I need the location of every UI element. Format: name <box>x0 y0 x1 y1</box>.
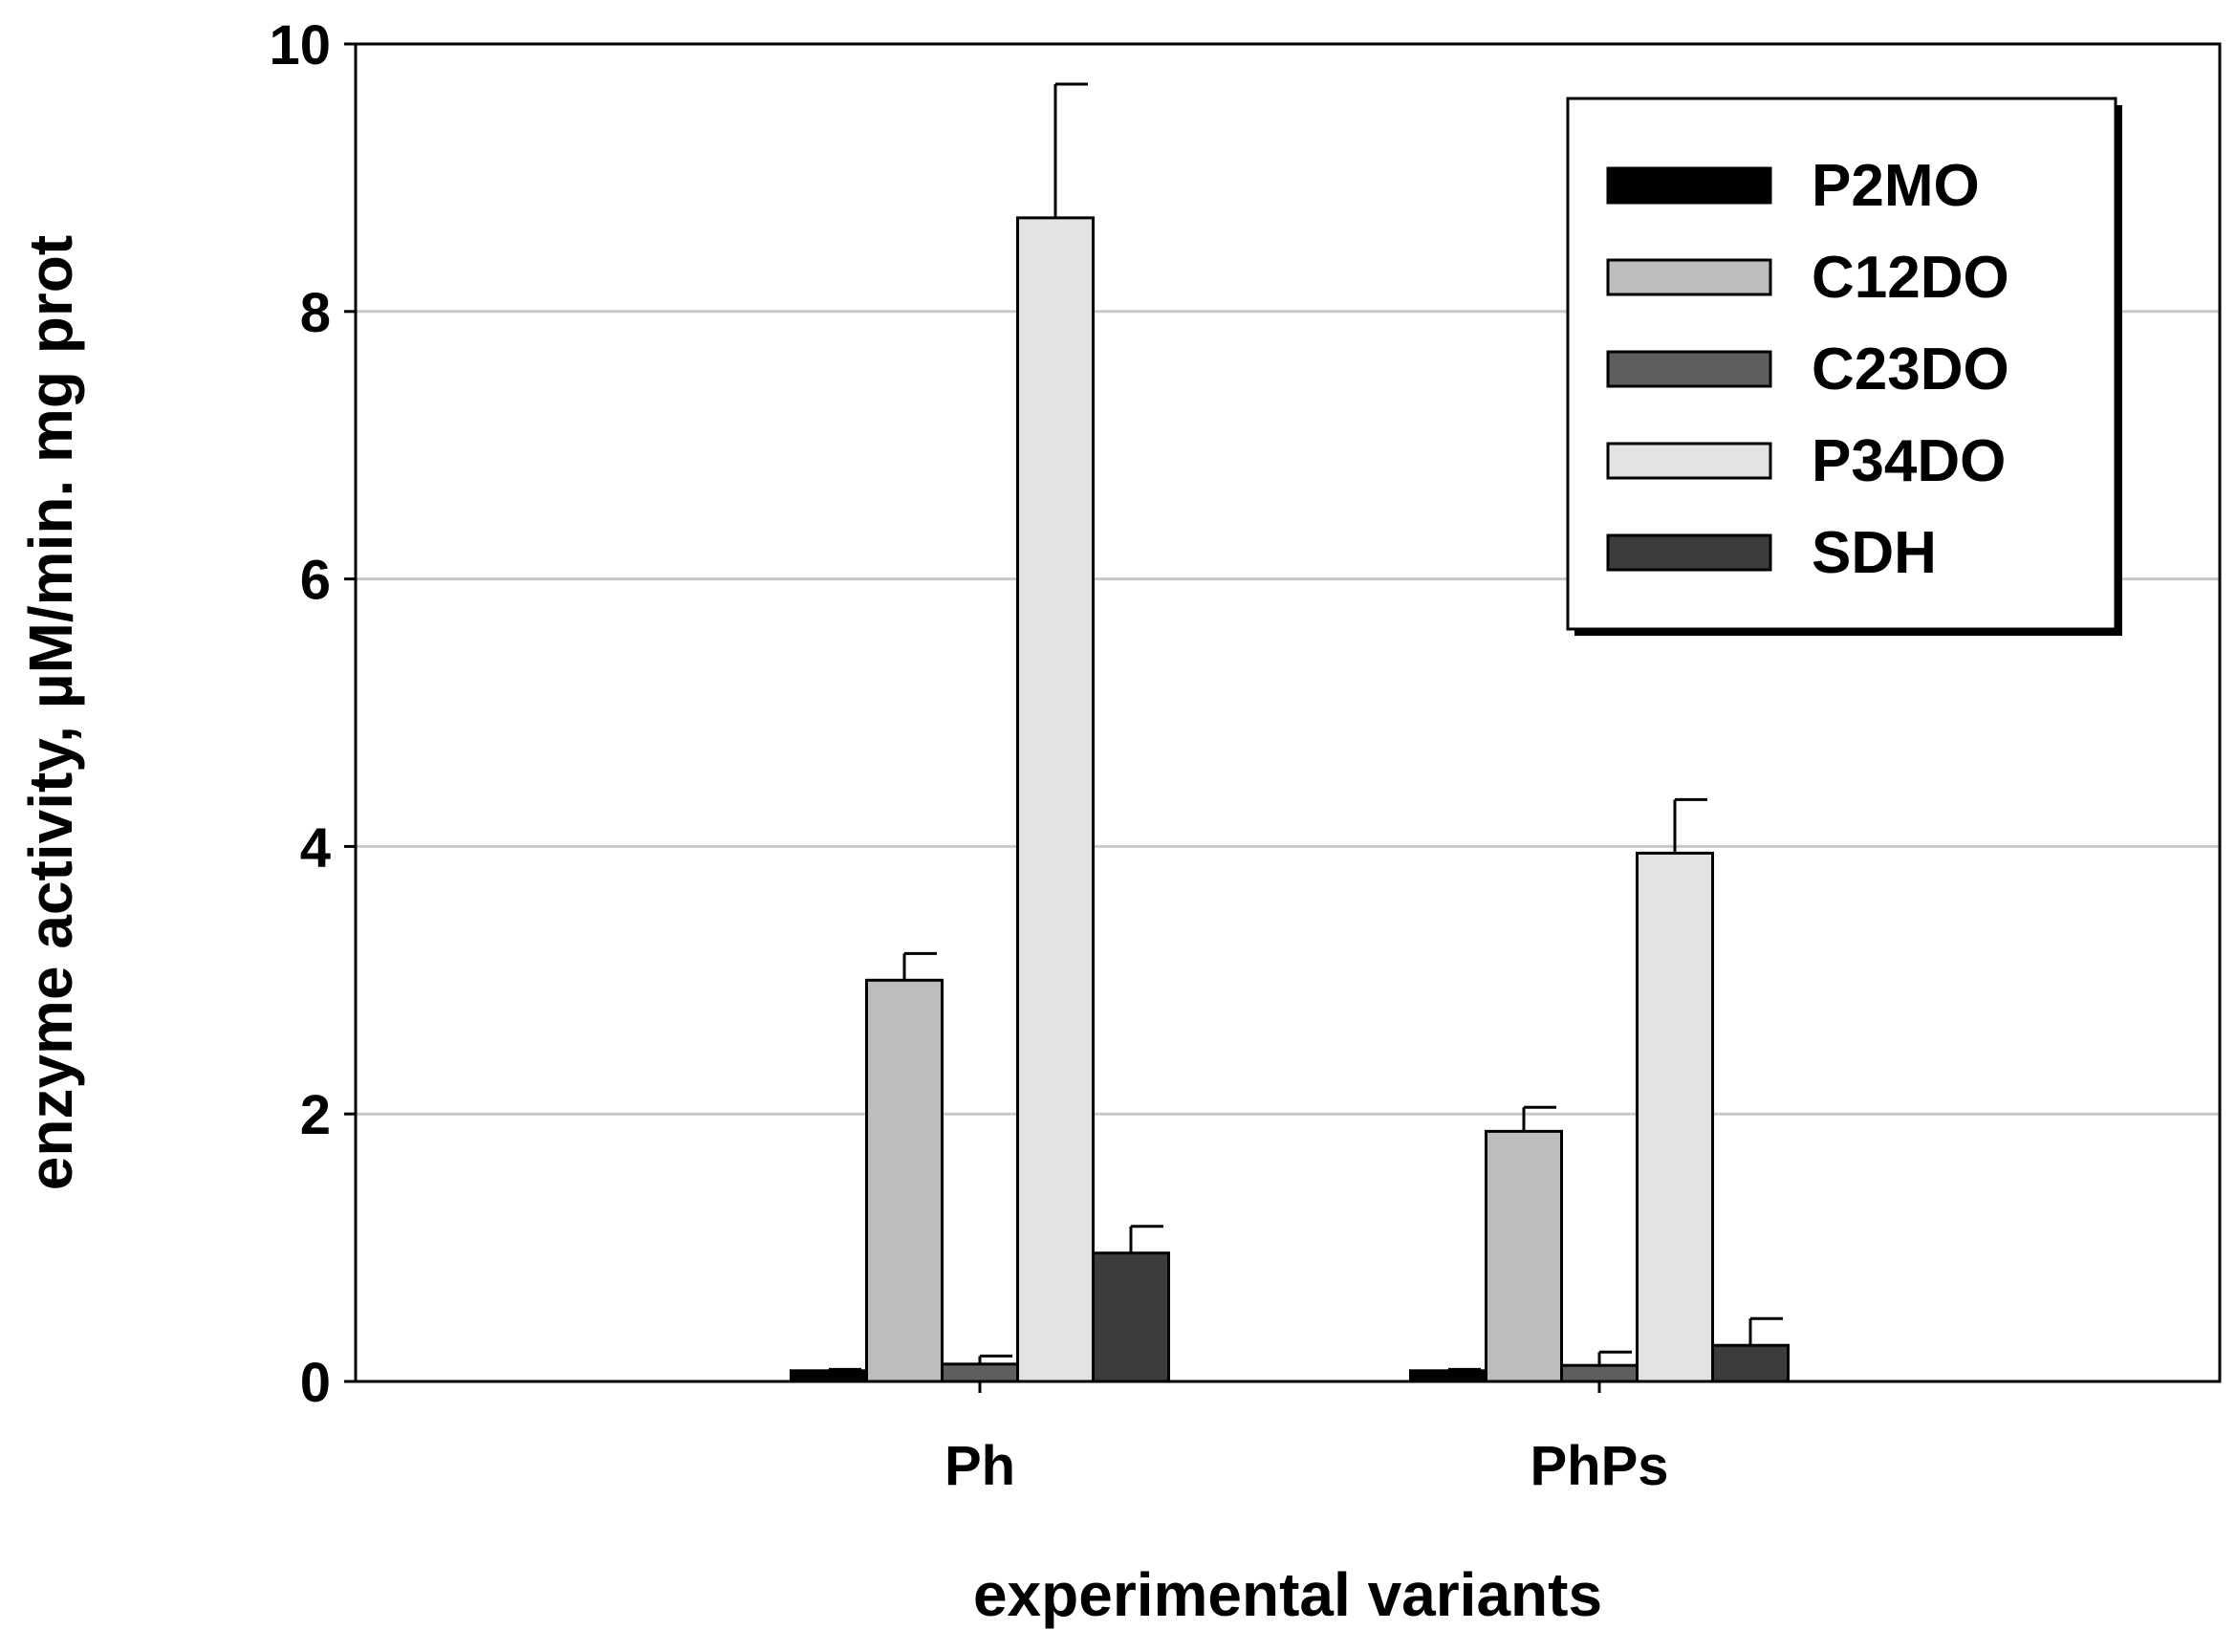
legend-swatch-p2mo <box>1606 166 1772 205</box>
legend-label-p34do: P34DO <box>1812 428 2006 494</box>
y-axis-ticks: 0 2 4 6 8 10 <box>269 14 356 1414</box>
bar-p34do-ph <box>1016 216 1095 1383</box>
x-category-label: PhPs <box>1530 1435 1668 1497</box>
plot-area-frame <box>354 42 2222 1383</box>
bar-sdh-phps <box>1711 1343 1790 1383</box>
bar-p2mo-ph <box>790 1369 868 1383</box>
x-category-label: Ph <box>944 1435 1015 1497</box>
bar-sdh-ph <box>1092 1251 1170 1383</box>
x-axis-categories: Ph PhPs <box>944 1381 1669 1497</box>
legend-swatch-p34do <box>1606 442 1772 480</box>
y-tick-label: 10 <box>269 14 331 76</box>
legend-label-sdh: SDH <box>1812 520 1937 586</box>
bar-c12do-ph <box>865 978 944 1383</box>
y-tick-label: 2 <box>300 1084 331 1146</box>
legend-label-c12do: C12DO <box>1812 245 2009 311</box>
bar-p2mo-phps <box>1409 1369 1487 1383</box>
legend-swatch-c23do <box>1606 350 1772 388</box>
y-axis-title: enzyme activity, µM/min. mg prot <box>16 235 85 1190</box>
y-tick-label: 4 <box>300 816 331 879</box>
y-tick-label: 8 <box>300 282 331 344</box>
bar-c12do-phps <box>1485 1129 1563 1383</box>
legend-swatch-c12do <box>1606 258 1772 296</box>
x-axis-title: experimental variants <box>973 1560 1602 1629</box>
legend-swatch-sdh <box>1606 533 1772 572</box>
bar-p34do-phps <box>1636 851 1714 1383</box>
legend: P2MO C12DO C23DO P34DO SDH <box>1566 97 2122 636</box>
y-tick-label: 0 <box>300 1352 331 1414</box>
bar-c23do-phps <box>1560 1363 1639 1383</box>
legend-label-p2mo: P2MO <box>1812 153 1980 219</box>
y-tick-label: 6 <box>300 550 331 612</box>
legend-label-c23do: C23DO <box>1812 337 2009 402</box>
bar-c23do-ph <box>941 1362 1019 1383</box>
error-bars <box>827 82 1783 1371</box>
